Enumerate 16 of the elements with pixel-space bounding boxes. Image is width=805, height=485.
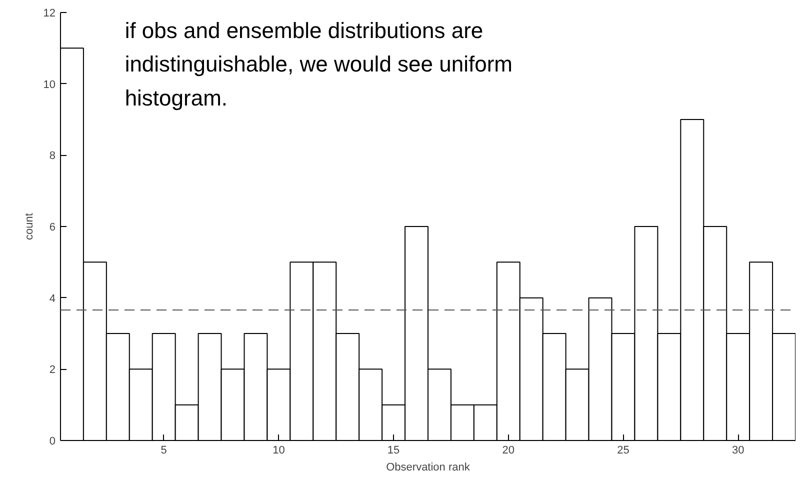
y-tick-label: 10: [43, 78, 56, 91]
x-tick-label: 30: [732, 444, 744, 456]
x-tick-label: 15: [387, 444, 400, 456]
x-tick-label: 5: [160, 444, 167, 456]
y-tick-label: 8: [49, 150, 56, 162]
x-tick-label: 25: [617, 444, 630, 456]
y-tick-label: 4: [49, 292, 56, 305]
y-axis-title: count: [23, 213, 36, 240]
y-tick-label: 2: [49, 364, 56, 376]
y-tick-label: 0: [49, 436, 56, 448]
y-tick-label: 6: [49, 222, 56, 234]
x-axis-title: Observation rank: [386, 462, 470, 474]
y-tick-label: 12: [43, 8, 56, 20]
annotation: if obs and ensemble distributions are indistinguishable, we would see uniform histogram.: [124, 18, 512, 111]
x-tick-label: 10: [272, 444, 285, 456]
x-tick-label: 20: [502, 444, 515, 456]
